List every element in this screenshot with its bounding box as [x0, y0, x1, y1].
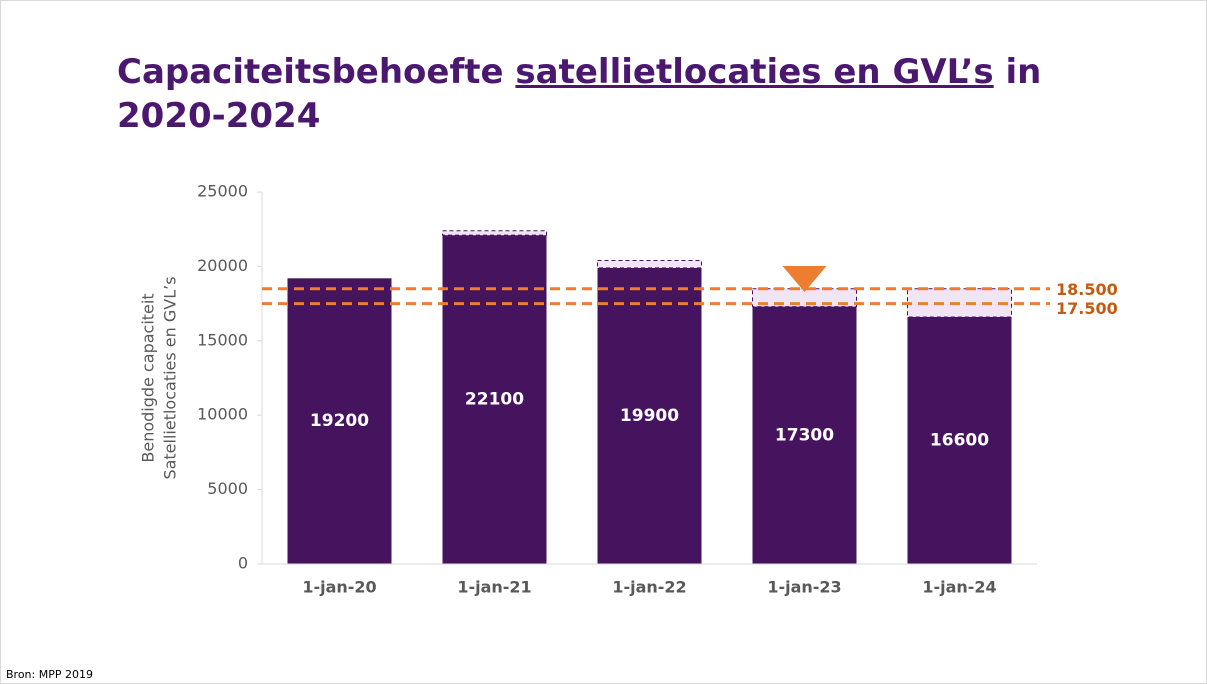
title-part: in — [1005, 52, 1042, 92]
y-tick-label: 20000 — [197, 256, 248, 275]
reference-label: 18.500 — [1056, 280, 1118, 299]
chart-title: Capaciteitsbehoefte satellietlocaties en… — [117, 50, 1117, 138]
source-note: Bron: MPP 2019 — [6, 668, 93, 681]
annotation-arrow — [782, 266, 827, 292]
y-tick-label: 10000 — [197, 405, 248, 424]
y-axis-label: Satellietlocaties en GVL’s — [161, 276, 180, 479]
value-label: 22100 — [465, 390, 524, 410]
y-tick-label: 0 — [238, 554, 248, 573]
x-tick-label: 1-jan-21 — [457, 578, 531, 597]
title-part: 2020-2024 — [117, 96, 321, 136]
x-tick-label: 1-jan-24 — [922, 578, 996, 597]
title-part: satellietlocaties en GVL’s — [515, 52, 994, 92]
x-tick-label: 1-jan-20 — [302, 578, 376, 597]
value-label: 19900 — [620, 406, 679, 426]
bar-extension — [597, 259, 702, 269]
bar — [287, 278, 392, 564]
title-part: Capaciteitsbehoefte — [117, 52, 504, 92]
x-tick-label: 1-jan-22 — [612, 578, 686, 597]
y-axis-label: Benodigde capaciteit — [139, 293, 158, 462]
y-tick-label: 25000 — [197, 182, 248, 201]
bar — [907, 316, 1012, 564]
y-tick-label: 5000 — [207, 479, 248, 498]
bar-extension — [442, 230, 547, 236]
value-label: 19200 — [310, 411, 369, 431]
value-label: 16600 — [930, 430, 989, 450]
bar — [752, 306, 857, 564]
y-tick-label: 15000 — [197, 330, 248, 349]
bar — [597, 267, 702, 564]
value-label: 17300 — [775, 425, 834, 445]
x-tick-label: 1-jan-23 — [767, 578, 841, 597]
reference-label: 17.500 — [1056, 299, 1118, 318]
